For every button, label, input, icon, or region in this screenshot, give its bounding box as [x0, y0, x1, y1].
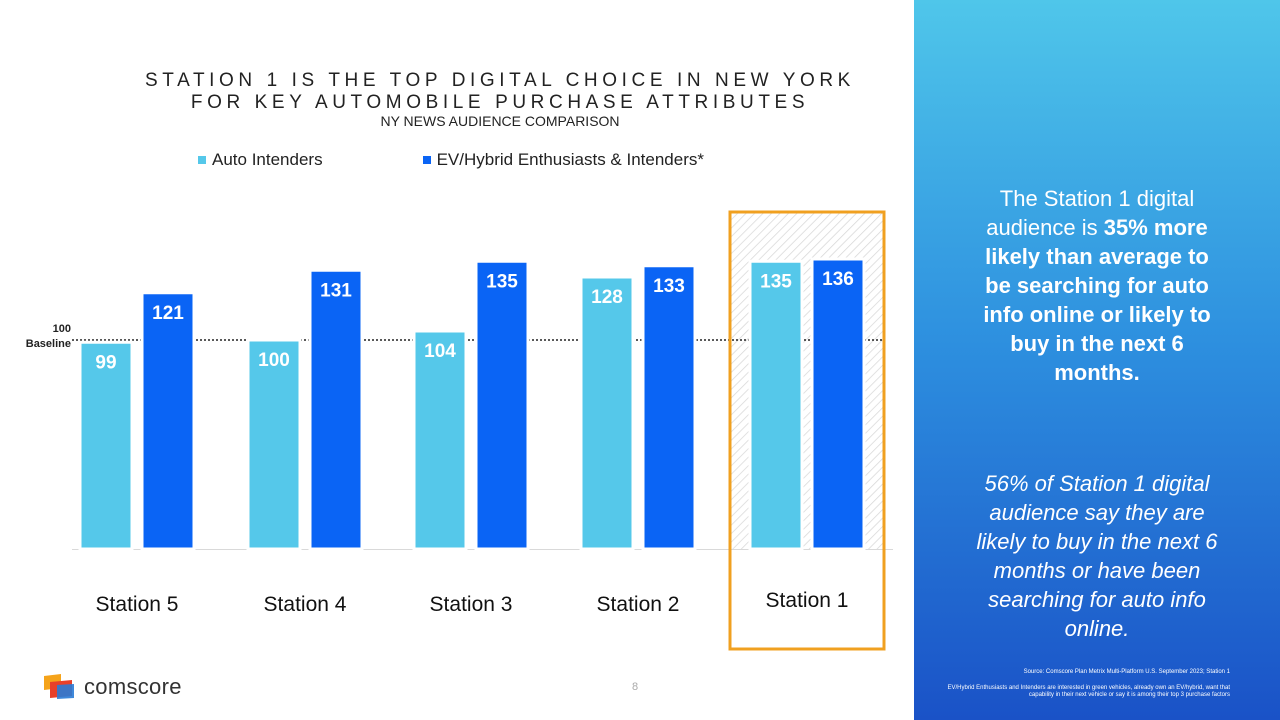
- data-label-auto-station-2: 128: [591, 287, 623, 308]
- bar-auto-station-1: [748, 259, 804, 551]
- source-note: Source: Comscore Plan Metrix Multi-Platf…: [1023, 669, 1230, 675]
- data-label-auto-station-5: 99: [95, 352, 116, 373]
- legend-item-auto-intenders: Auto Intenders: [198, 150, 323, 170]
- legend-item-ev-hybrid: EV/Hybrid Enthusiasts & Intenders*: [422, 150, 704, 170]
- data-label-auto-station-1: 135: [760, 271, 792, 292]
- bar-ev-station-4: [308, 268, 364, 551]
- footnote: EV/Hybrid Enthusiasts and Intenders are …: [947, 685, 1231, 698]
- bar-chart: 100 Baseline 99 121 Station 5 100 131 Station 4…: [26, 210, 893, 651]
- comscore-logo: comscore: [44, 674, 182, 700]
- bar-auto-station-4: [246, 338, 302, 551]
- category-label-station-2: Station 2: [597, 593, 680, 616]
- highlight-box: [728, 210, 886, 651]
- category-label-station-5: Station 5: [96, 593, 179, 616]
- chart-subtitle: NY NEWS AUDIENCE COMPARISON: [380, 113, 620, 129]
- data-label-ev-station-2: 133: [653, 276, 685, 297]
- baseline-text-label: Baseline: [26, 338, 71, 350]
- comscore-logo-icon: [44, 674, 74, 699]
- category-label-station-1: Station 1: [766, 589, 849, 612]
- data-label-ev-station-4: 131: [320, 280, 352, 301]
- data-label-auto-station-3: 104: [424, 341, 456, 362]
- insight-panel: The Station 1 digital audience is 35% mo…: [914, 0, 1280, 720]
- insight-text-primary-rest: more likely than average to be searching…: [983, 215, 1211, 385]
- data-label-auto-station-4: 100: [258, 350, 290, 371]
- insight-text-primary: The Station 1 digital audience is 35% mo…: [914, 184, 1280, 387]
- legend-swatch-auto-intenders: [198, 156, 206, 164]
- insight-text-secondary: 56% of Station 1 digital audience say th…: [976, 471, 1218, 641]
- legend-label-ev-hybrid: EV/Hybrid Enthusiasts & Intenders*: [436, 150, 704, 169]
- bar-ev-station-2: [641, 264, 697, 551]
- data-label-ev-station-3: 135: [486, 271, 518, 292]
- bar-auto-station-5: [78, 340, 134, 551]
- chart-title-line1: STATION 1 IS THE TOP DIGITAL CHOICE IN N…: [145, 70, 855, 91]
- comscore-wordmark: comscore: [84, 674, 182, 699]
- bar-ev-station-1: [810, 257, 866, 551]
- category-label-station-3: Station 3: [430, 593, 513, 616]
- insight-text-primary-start: The Station 1 digital audience is: [986, 186, 1195, 240]
- insight-text-primary-percent: 35%: [1103, 215, 1148, 240]
- category-label-station-4: Station 4: [264, 593, 347, 616]
- chart-legend: Auto Intenders EV/Hybrid Enthusiasts & I…: [198, 150, 704, 170]
- data-label-ev-station-5: 121: [152, 303, 184, 324]
- baseline-value-label: 100: [53, 323, 71, 335]
- legend-label-auto-intenders: Auto Intenders: [212, 150, 323, 169]
- bar-ev-station-5: [140, 291, 196, 551]
- page-number: 8: [632, 681, 639, 693]
- bar-ev-station-3: [474, 259, 530, 551]
- chart-title-line2: FOR KEY AUTOMOBILE PURCHASE ATTRIBUTES: [190, 92, 810, 113]
- legend-swatch-ev-hybrid: [422, 156, 431, 164]
- bar-auto-station-3: [412, 329, 468, 551]
- data-label-ev-station-1: 136: [822, 269, 854, 290]
- bar-auto-station-2: [579, 275, 635, 551]
